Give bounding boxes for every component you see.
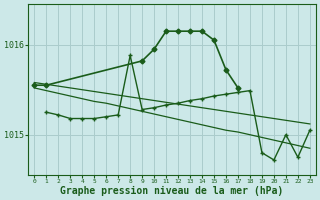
X-axis label: Graphe pression niveau de la mer (hPa): Graphe pression niveau de la mer (hPa) (60, 186, 284, 196)
